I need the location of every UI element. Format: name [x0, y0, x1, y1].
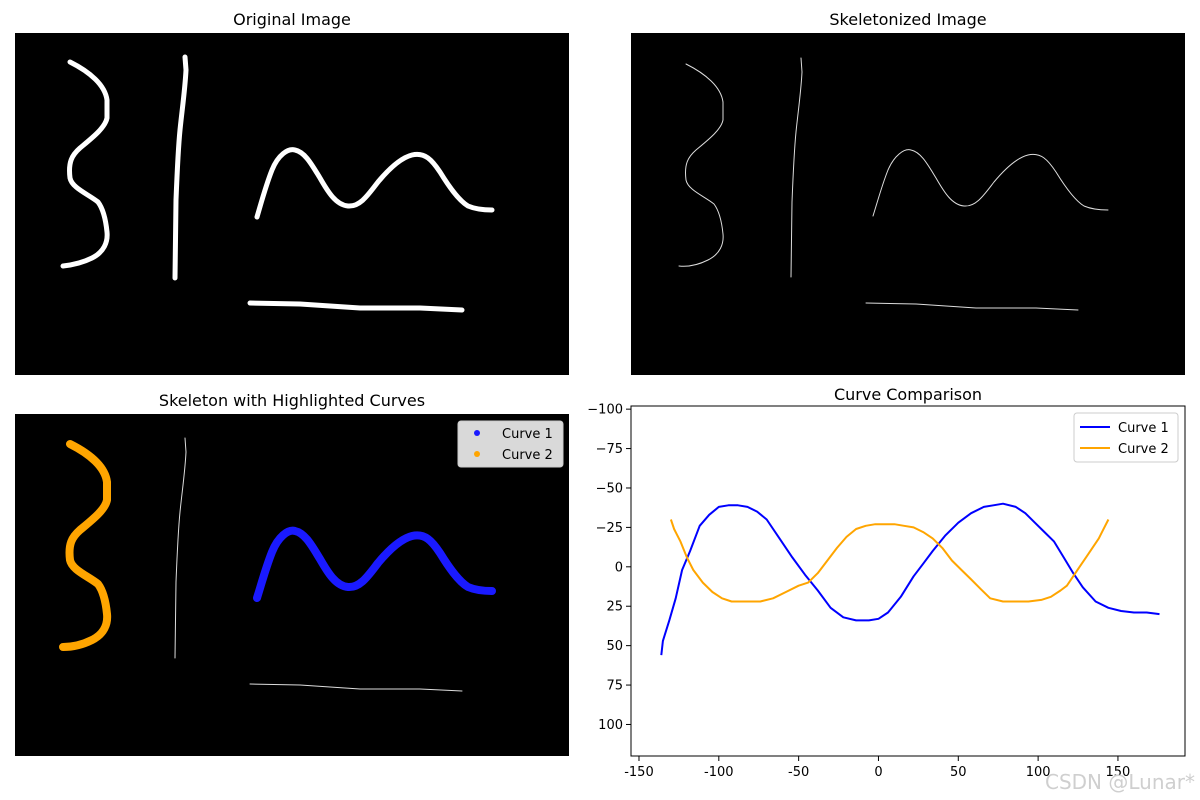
highlight-legend-box	[457, 420, 564, 468]
series-line-curve-2	[669, 519, 1110, 603]
series-line-curve-1	[660, 502, 1160, 656]
highlight-legend-marker-curve-2	[474, 451, 480, 457]
highlight-curve-1-blue	[253, 526, 496, 602]
y-tick-label: 75	[606, 679, 623, 694]
y-tick-label: 25	[606, 600, 623, 615]
highlight-legend-marker-curve-1	[474, 430, 480, 436]
y-tick-label: −100	[587, 403, 623, 418]
skeleton-vertical-line	[790, 57, 803, 278]
y-tick-label: −25	[596, 521, 623, 536]
y-tick-label: 0	[615, 560, 623, 575]
skeleton-image-canvas	[631, 33, 1185, 375]
x-tick-label: -100	[704, 765, 734, 780]
original-image-canvas	[15, 33, 569, 375]
y-tick-label: 100	[598, 718, 623, 733]
chart-plot-frame	[630, 405, 1186, 757]
skeleton-horizontal-line	[865, 302, 1079, 311]
chart-legend: Curve 1 Curve 2	[1073, 412, 1179, 463]
chart-legend-label-curve-2: Curve 2	[1118, 442, 1169, 457]
highlight-strokes	[59, 437, 496, 692]
highlight-vertical-line	[174, 437, 187, 659]
chart-legend-box	[1073, 412, 1179, 463]
y-tick-label: −50	[596, 481, 623, 496]
y-tick-label: −75	[596, 442, 623, 457]
skeleton-sine-curve	[872, 149, 1109, 217]
skeleton-strokes	[678, 57, 1109, 311]
x-tick-label: -50	[788, 765, 809, 780]
x-tick-label: 150	[1106, 765, 1131, 780]
x-tick-label: 50	[950, 765, 967, 780]
original-wavy-curve	[60, 59, 110, 269]
highlight-image-title: Skeleton with Highlighted Curves	[159, 391, 425, 410]
highlight-horizontal-line	[249, 683, 463, 692]
highlight-curve-2-orange	[59, 440, 112, 651]
skeleton-image-title: Skeletonized Image	[829, 10, 986, 29]
chart-series-layer	[660, 502, 1160, 656]
watermark: CSDN @Lunar*	[1045, 770, 1195, 794]
chart-legend-label-curve-1: Curve 1	[1118, 421, 1169, 436]
original-sine-curve	[254, 147, 495, 220]
highlight-legend: Curve 1 Curve 2	[457, 420, 564, 468]
x-tick-label: 0	[874, 765, 882, 780]
original-horizontal-line	[247, 300, 465, 313]
x-tick-label: 100	[1026, 765, 1051, 780]
chart-axes-ticks: -150 -100 -50 0 50 100 150 −100 −75 −50 −25 0 25 50 75…	[587, 403, 1130, 780]
original-vertical-line	[172, 54, 189, 281]
x-tick-label: -150	[624, 765, 654, 780]
skeleton-wavy-curve	[678, 63, 724, 267]
highlight-legend-label-curve-1: Curve 1	[502, 427, 553, 442]
highlight-legend-label-curve-2: Curve 2	[502, 448, 553, 463]
original-image-title: Original Image	[233, 10, 351, 29]
y-tick-label: 50	[606, 639, 623, 654]
original-strokes	[60, 54, 495, 313]
chart-title: Curve Comparison	[834, 385, 982, 404]
